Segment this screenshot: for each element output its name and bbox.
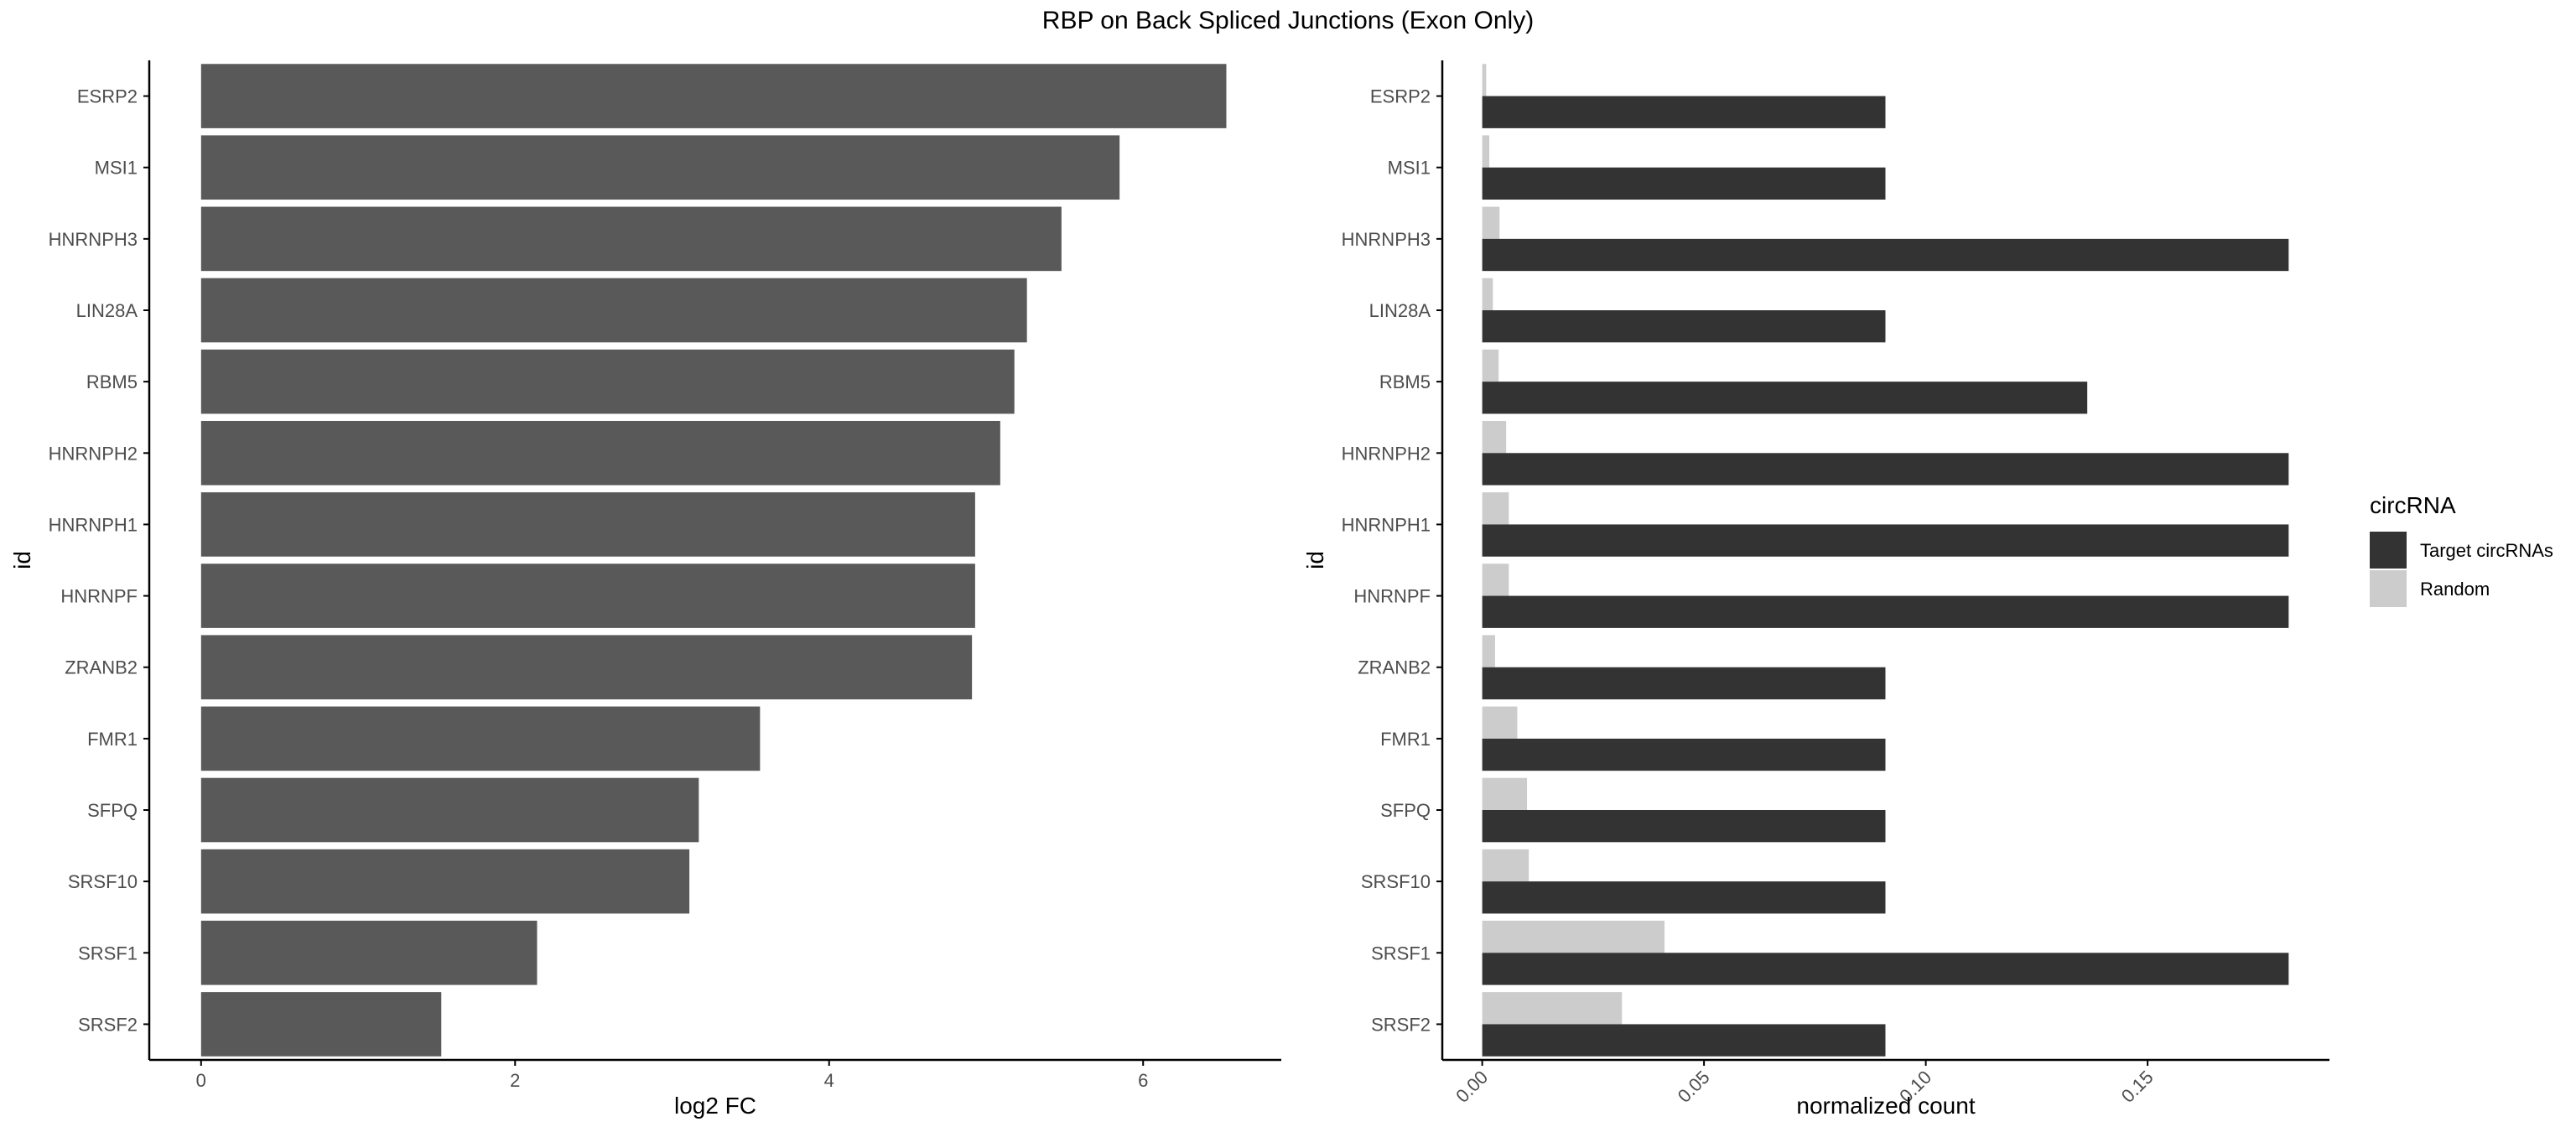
bar-srsf10 <box>200 849 690 914</box>
y-tick-label: HNRNPH1 <box>1342 514 1431 535</box>
y-tick-label: SRSF10 <box>1361 871 1431 892</box>
y-tick-label: MSI1 <box>95 158 138 179</box>
bar-srsf1 <box>200 920 538 985</box>
y-tick-label: ESRP2 <box>1370 86 1431 107</box>
bar-target-hnrnpf <box>1482 595 2289 628</box>
bar-random-zranb2 <box>1482 635 1495 667</box>
bar-random-hnrnph1 <box>1482 492 1509 525</box>
bar-hnrnph1 <box>200 492 975 557</box>
y-tick-label: RBM5 <box>1379 371 1431 392</box>
bar-target-hnrnph3 <box>1482 238 2289 272</box>
bar-target-rbm5 <box>1482 382 2088 414</box>
y-tick-label: HNRNPF <box>60 586 138 607</box>
bar-esrp2 <box>200 64 1227 128</box>
x-tick-label: 0 <box>196 1070 206 1091</box>
y-axis-title: id <box>1302 551 1328 569</box>
bar-sfpq <box>200 777 699 843</box>
bar-random-srsf10 <box>1482 849 1530 882</box>
y-tick-label: MSI1 <box>1388 158 1431 179</box>
bar-lin28a <box>200 278 1027 343</box>
bar-hnrnpf <box>200 564 975 628</box>
bar-target-msi1 <box>1482 167 1886 200</box>
y-tick-label: HNRNPH3 <box>1342 229 1431 250</box>
left-panel: ESRP2 MSI1 HNRNPH3 LIN28A RBM5 HNRNPH2 HNRNPH1… <box>9 60 1281 1119</box>
bar-zranb2 <box>200 635 973 700</box>
y-tick-label: ZRANB2 <box>65 657 138 678</box>
y-tick-label: SRSF2 <box>78 1014 138 1035</box>
bar-random-lin28a <box>1482 278 1493 310</box>
x-tick-label: 6 <box>1138 1070 1148 1091</box>
bar-random-srsf1 <box>1482 920 1665 953</box>
y-tick-label: SFPQ <box>1380 800 1431 821</box>
bar-random-hnrnph3 <box>1482 206 1500 239</box>
x-tick-label: 2 <box>510 1070 520 1091</box>
bar-target-hnrnph1 <box>1482 524 2289 557</box>
y-tick-label: LIN28A <box>76 300 138 321</box>
bar-target-srsf1 <box>1482 953 2289 985</box>
y-tick-label: HNRNPH3 <box>49 229 138 250</box>
y-tick-label: ZRANB2 <box>1358 657 1431 678</box>
y-tick-label: HNRNPH2 <box>49 443 138 464</box>
legend-key-target <box>2370 532 2407 569</box>
chart-title: RBP on Back Spliced Junctions (Exon Only… <box>1042 7 1534 34</box>
y-tick-label: LIN28A <box>1369 300 1431 321</box>
legend-title: circRNA <box>2370 492 2456 518</box>
x-tick-label: 0.05 <box>1674 1067 1714 1107</box>
y-tick-label: HNRNPH1 <box>49 514 138 535</box>
bar-fmr1 <box>200 706 761 771</box>
legend-key-random <box>2370 570 2407 607</box>
bar-srsf2 <box>200 992 442 1057</box>
x-tick-label: 0.00 <box>1452 1067 1492 1107</box>
bar-random-rbm5 <box>1482 349 1499 382</box>
legend: circRNA Target circRNAs Random <box>2370 492 2553 607</box>
bar-random-sfpq <box>1482 777 1528 810</box>
x-axis-title: normalized count <box>1796 1093 1975 1119</box>
bar-target-fmr1 <box>1482 738 1886 771</box>
bar-random-srsf2 <box>1482 992 1623 1025</box>
bar-hnrnph3 <box>200 206 1062 272</box>
bar-random-hnrnph2 <box>1482 420 1507 454</box>
y-tick-label: SFPQ <box>87 800 138 821</box>
bar-target-sfpq <box>1482 810 1886 843</box>
y-axis-title: id <box>9 551 35 569</box>
y-tick-label: HNRNPH2 <box>1342 443 1431 464</box>
right-panel: ESRP2 MSI1 HNRNPH3 LIN28A RBM5 HNRNPH2 HNRNPH1… <box>1302 60 2329 1119</box>
bar-target-zranb2 <box>1482 667 1886 700</box>
bar-target-srsf10 <box>1482 881 1886 914</box>
bar-target-esrp2 <box>1482 96 1886 128</box>
x-tick-label: 0.15 <box>2117 1067 2158 1107</box>
legend-label: Target circRNAs <box>2420 540 2553 561</box>
bar-target-hnrnph2 <box>1482 453 2289 486</box>
bar-rbm5 <box>200 349 1015 414</box>
x-tick-label: 4 <box>824 1070 834 1091</box>
y-tick-label: SRSF1 <box>78 943 138 963</box>
y-tick-label: ESRP2 <box>77 86 138 107</box>
bar-target-lin28a <box>1482 310 1886 343</box>
y-tick-label: SRSF1 <box>1371 943 1431 963</box>
legend-label: Random <box>2420 579 2490 600</box>
y-tick-label: FMR1 <box>1380 729 1431 750</box>
bar-random-fmr1 <box>1482 706 1518 739</box>
y-tick-label: FMR1 <box>87 729 138 750</box>
x-axis-title: log2 FC <box>674 1093 756 1119</box>
bar-random-hnrnpf <box>1482 564 1509 596</box>
y-tick-label: HNRNPF <box>1353 586 1431 607</box>
bar-hnrnph2 <box>200 420 1000 486</box>
bar-msi1 <box>200 135 1120 200</box>
y-tick-label: SRSF2 <box>1371 1014 1431 1035</box>
bar-random-msi1 <box>1482 135 1490 168</box>
bar-random-esrp2 <box>1482 64 1487 96</box>
y-tick-label: RBM5 <box>86 371 138 392</box>
y-tick-label: SRSF10 <box>68 871 138 892</box>
bar-target-srsf2 <box>1482 1024 1886 1057</box>
